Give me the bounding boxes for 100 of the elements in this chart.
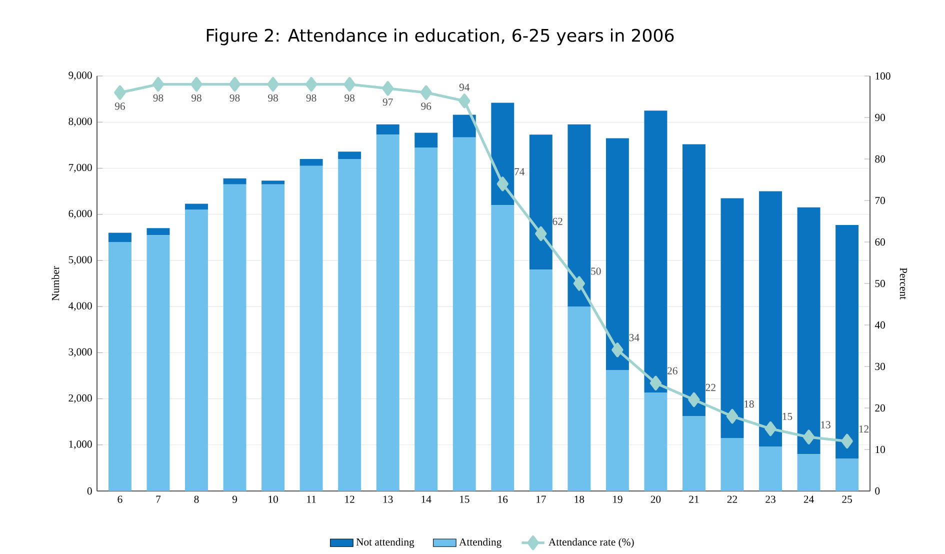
y2-tick-label: 60 bbox=[875, 238, 885, 246]
data-label: 22 bbox=[706, 384, 716, 391]
y2-tick-label: 30 bbox=[875, 362, 885, 370]
point bbox=[305, 76, 318, 92]
y-tick-label: 7,000 bbox=[69, 164, 92, 173]
x-tick-label: 14 bbox=[422, 496, 432, 503]
data-label: 94 bbox=[459, 84, 470, 91]
bar bbox=[452, 114, 476, 138]
y-tick-label: 9,000 bbox=[68, 72, 92, 80]
bar bbox=[262, 184, 285, 491]
y2-tick-label: 90 bbox=[875, 114, 885, 122]
y2-tick-label: 40 bbox=[874, 321, 885, 329]
data-label: 74 bbox=[514, 168, 525, 176]
y2-tick-label: 50 bbox=[875, 280, 885, 288]
legend-label: Attendance rate (%) bbox=[548, 538, 634, 548]
x-tick-label: 18 bbox=[574, 496, 584, 503]
x-tick-label: 12 bbox=[345, 496, 354, 503]
data-label: 98 bbox=[344, 94, 355, 102]
bar bbox=[338, 159, 362, 491]
data-label: 98 bbox=[153, 94, 164, 102]
y-axis-title: Number bbox=[52, 266, 60, 301]
bar bbox=[414, 132, 438, 148]
bar bbox=[606, 370, 629, 491]
point bbox=[267, 76, 279, 92]
point bbox=[841, 434, 853, 449]
bar bbox=[338, 152, 362, 160]
point bbox=[802, 430, 815, 444]
data-label: 98 bbox=[192, 94, 202, 102]
bar bbox=[262, 180, 285, 184]
data-label: 96 bbox=[114, 102, 125, 110]
x-tick-label: 22 bbox=[727, 496, 737, 503]
x-tick-label: 10 bbox=[268, 496, 278, 503]
x-tick-label: 11 bbox=[307, 496, 316, 503]
bar bbox=[376, 124, 400, 135]
y-tick-label: 0 bbox=[87, 487, 92, 495]
y2-tick-label: 10 bbox=[876, 446, 885, 454]
bar bbox=[146, 235, 170, 491]
bar bbox=[146, 228, 170, 236]
data-label: 12 bbox=[859, 425, 869, 432]
bar bbox=[797, 454, 820, 491]
bar bbox=[185, 204, 208, 210]
x-tick-label: 13 bbox=[383, 496, 393, 503]
data-label: 13 bbox=[821, 421, 830, 428]
point bbox=[650, 376, 662, 390]
x-tick-label: 17 bbox=[536, 496, 546, 503]
x-tick-label: 21 bbox=[689, 496, 699, 503]
point bbox=[535, 226, 547, 242]
x-tick-label: 6 bbox=[118, 496, 122, 503]
bar bbox=[185, 210, 208, 491]
point bbox=[458, 94, 470, 108]
bar bbox=[836, 458, 859, 491]
bar bbox=[759, 446, 782, 491]
bar bbox=[414, 147, 438, 491]
bar bbox=[529, 134, 552, 270]
point bbox=[228, 76, 241, 92]
bar bbox=[223, 184, 246, 491]
y-tick-label: 4,000 bbox=[68, 302, 92, 311]
data-label: 34 bbox=[629, 334, 640, 342]
legend-label: Attending bbox=[459, 538, 502, 548]
legend-label: Not attending bbox=[356, 538, 414, 548]
x-tick-label: 9 bbox=[232, 496, 237, 503]
point bbox=[190, 76, 202, 92]
bar bbox=[682, 416, 706, 491]
bar bbox=[720, 198, 744, 438]
y2-tick-label: 100 bbox=[876, 72, 890, 80]
x-tick-label: 7 bbox=[156, 496, 161, 503]
bar bbox=[644, 110, 668, 393]
bar bbox=[376, 134, 400, 491]
bar bbox=[452, 137, 476, 491]
data-label: 26 bbox=[668, 367, 678, 374]
bar bbox=[682, 144, 706, 416]
x-tick-label: 25 bbox=[842, 496, 852, 503]
bar bbox=[606, 138, 629, 370]
bar bbox=[797, 207, 820, 454]
y2-axis-title: Percent bbox=[900, 268, 907, 300]
x-tick-label: 19 bbox=[613, 496, 622, 503]
point bbox=[573, 276, 586, 291]
data-label: 98 bbox=[268, 94, 278, 102]
point bbox=[152, 76, 164, 92]
bar bbox=[300, 166, 323, 491]
chart-title: Figure 2: Attendance in education, 6-25 years in 2006 bbox=[206, 28, 674, 46]
bar bbox=[223, 178, 246, 184]
bar bbox=[759, 191, 782, 447]
bar bbox=[491, 205, 514, 491]
y2-tick-label: 20 bbox=[875, 404, 885, 412]
bar bbox=[300, 159, 323, 166]
data-label: 15 bbox=[782, 412, 792, 420]
bar bbox=[568, 306, 591, 491]
y-tick-label: 1,000 bbox=[69, 440, 92, 450]
point bbox=[344, 76, 356, 92]
bar bbox=[491, 102, 514, 206]
point bbox=[612, 342, 624, 358]
y-tick-label: 3,000 bbox=[68, 348, 92, 358]
y2-tick-label: 80 bbox=[875, 155, 885, 163]
data-label: 50 bbox=[591, 268, 601, 275]
data-label: 97 bbox=[382, 98, 393, 106]
data-label: 98 bbox=[306, 94, 316, 102]
y2-tick-label: 0 bbox=[875, 487, 880, 495]
bar bbox=[836, 224, 859, 459]
x-tick-label: 15 bbox=[460, 496, 470, 503]
